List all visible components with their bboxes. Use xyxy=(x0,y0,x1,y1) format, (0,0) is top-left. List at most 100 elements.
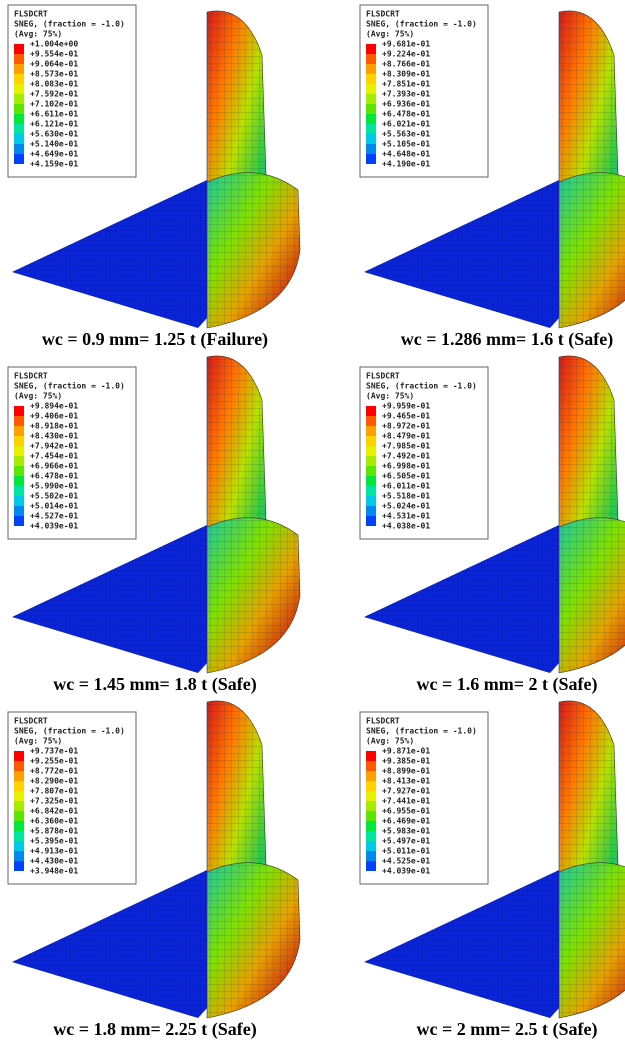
color-band xyxy=(14,831,24,841)
color-band xyxy=(14,456,24,466)
legend-averaging: (Avg: 75%) xyxy=(14,30,62,39)
legend-value: +8.290e-01 xyxy=(30,777,78,786)
color-band xyxy=(366,771,376,781)
legend-value: +6.469e-01 xyxy=(382,817,430,826)
legend-value: +4.525e-01 xyxy=(382,857,430,866)
color-band xyxy=(14,861,24,871)
legend-value: +8.479e-01 xyxy=(382,432,430,441)
floor-mesh xyxy=(364,180,559,328)
caption: wc = 1.45 mm= 1.8 t (Safe) xyxy=(53,674,256,695)
legend-value: +6.505e-01 xyxy=(382,472,430,481)
legend-variable: SNEG, (fraction = -1.0) xyxy=(366,726,477,736)
color-band xyxy=(366,124,376,134)
legend-averaging: (Avg: 75%) xyxy=(14,737,62,746)
legend-value: +8.309e-01 xyxy=(382,70,430,79)
color-band xyxy=(366,486,376,496)
color-band xyxy=(366,506,376,516)
color-band xyxy=(14,426,24,436)
legend-value: +6.611e-01 xyxy=(30,110,78,119)
legend-value: +6.011e-01 xyxy=(382,482,430,491)
legend: FLSDCRTSNEG, (fraction = -1.0)(Avg: 75%)… xyxy=(360,367,488,539)
color-band xyxy=(14,64,24,74)
color-band xyxy=(366,861,376,871)
legend-value: +6.998e-01 xyxy=(382,462,430,471)
legend-title: FLSDCRT xyxy=(366,717,400,726)
legend-value: +4.159e-01 xyxy=(30,160,78,169)
color-band xyxy=(366,406,376,416)
legend-value: +4.648e-01 xyxy=(382,150,430,159)
color-band xyxy=(366,851,376,861)
legend-title: FLSDCRT xyxy=(366,372,400,381)
legend-value: +9.959e-01 xyxy=(382,402,430,411)
color-band xyxy=(14,811,24,821)
color-band xyxy=(14,781,24,791)
legend-variable: SNEG, (fraction = -1.0) xyxy=(14,381,125,391)
legend-value: +7.325e-01 xyxy=(30,797,78,806)
legend-value: +7.393e-01 xyxy=(382,90,430,99)
color-band xyxy=(14,516,24,526)
color-band xyxy=(14,144,24,154)
panel: FLSDCRTSNEG, (fraction = -1.0)(Avg: 75%)… xyxy=(8,356,300,695)
legend: FLSDCRTSNEG, (fraction = -1.0)(Avg: 75%)… xyxy=(8,5,136,177)
legend-value: +9.406e-01 xyxy=(30,412,78,421)
color-band xyxy=(366,831,376,841)
legend-value: +6.955e-01 xyxy=(382,807,430,816)
legend-value: +6.478e-01 xyxy=(382,110,430,119)
legend-value: +6.936e-01 xyxy=(382,100,430,109)
color-band xyxy=(14,54,24,64)
color-band xyxy=(14,466,24,476)
legend-value: +4.531e-01 xyxy=(382,512,430,521)
legend-value: +5.502e-01 xyxy=(30,492,78,501)
legend-value: +3.948e-01 xyxy=(30,867,78,876)
color-band xyxy=(366,761,376,771)
color-band xyxy=(366,476,376,486)
legend-value: +8.899e-01 xyxy=(382,767,430,776)
legend-value: +6.121e-01 xyxy=(30,120,78,129)
caption: wc = 1.6 mm= 2 t (Safe) xyxy=(417,674,598,695)
color-band xyxy=(14,44,24,54)
legend-value: +4.527e-01 xyxy=(30,512,78,521)
legend-value: +5.140e-01 xyxy=(30,140,78,149)
color-band xyxy=(14,436,24,446)
legend: FLSDCRTSNEG, (fraction = -1.0)(Avg: 75%)… xyxy=(8,367,136,539)
panel: FLSDCRTSNEG, (fraction = -1.0)(Avg: 75%)… xyxy=(360,701,625,1040)
color-band xyxy=(14,94,24,104)
legend-value: +5.014e-01 xyxy=(30,502,78,511)
legend-value: +7.927e-01 xyxy=(382,787,430,796)
legend-variable: SNEG, (fraction = -1.0) xyxy=(14,726,125,736)
legend-value: +1.004e+00 xyxy=(30,40,78,49)
legend-value: +5.395e-01 xyxy=(30,837,78,846)
legend-value: +4.913e-01 xyxy=(30,847,78,856)
legend-title: FLSDCRT xyxy=(14,717,48,726)
panel: FLSDCRTSNEG, (fraction = -1.0)(Avg: 75%)… xyxy=(8,701,300,1040)
legend-value: +8.918e-01 xyxy=(30,422,78,431)
color-band xyxy=(366,64,376,74)
color-band xyxy=(366,74,376,84)
legend-value: +7.592e-01 xyxy=(30,90,78,99)
color-band xyxy=(14,821,24,831)
floor-mesh xyxy=(12,525,207,673)
lower-wall-mesh xyxy=(207,518,300,673)
color-band xyxy=(366,821,376,831)
legend-value: +4.430e-01 xyxy=(30,857,78,866)
caption: wc = 1.286 mm= 1.6 t (Safe) xyxy=(401,329,613,350)
legend-value: +9.255e-01 xyxy=(30,757,78,766)
color-band xyxy=(14,801,24,811)
legend-value: +9.737e-01 xyxy=(30,747,78,756)
legend-value: +7.807e-01 xyxy=(30,787,78,796)
legend-value: +7.492e-01 xyxy=(382,452,430,461)
legend-variable: SNEG, (fraction = -1.0) xyxy=(366,19,477,29)
legend-value: +8.573e-01 xyxy=(30,70,78,79)
legend-value: +5.990e-01 xyxy=(30,482,78,491)
color-band xyxy=(14,114,24,124)
legend-value: +6.966e-01 xyxy=(30,462,78,471)
legend-value: +6.478e-01 xyxy=(30,472,78,481)
color-band xyxy=(366,811,376,821)
legend-value: +4.039e-01 xyxy=(30,522,78,531)
caption: wc = 0.9 mm= 1.25 t (Failure) xyxy=(42,329,268,350)
color-band xyxy=(366,496,376,506)
legend-value: +7.441e-01 xyxy=(382,797,430,806)
color-band xyxy=(14,506,24,516)
legend-averaging: (Avg: 75%) xyxy=(366,737,414,746)
lower-wall-mesh xyxy=(559,863,625,1018)
